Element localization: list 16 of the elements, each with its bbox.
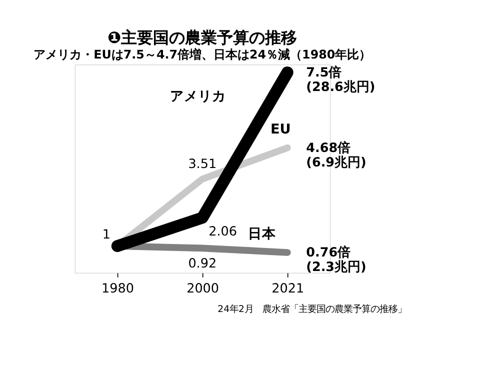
x-tick-label: 1980 <box>102 282 134 297</box>
data-label: 0.92 <box>188 256 217 272</box>
chart-subtitle: アメリカ・EUは7.5～4.7倍増、日本は24％減（1980年比） <box>34 47 372 62</box>
data-label: 7.5倍 (28.6兆円) <box>306 64 376 96</box>
text: アメリカ <box>170 88 226 105</box>
x-tick-label: 2021 <box>272 282 304 297</box>
data-label: 0.76倍 (2.3兆円) <box>306 244 366 276</box>
chart-title: ❶主要国の農業予算の推移 <box>108 28 298 48</box>
data-label: 4.68倍 (6.9兆円) <box>306 140 366 170</box>
series-label: 日本 <box>248 226 277 242</box>
data-label: 1 <box>102 227 111 242</box>
x-tick-label: 2000 <box>186 282 220 297</box>
text: 24年2月 農水省「主要国の農業予算の推移」 <box>218 304 406 315</box>
data-label: 2.06 <box>208 224 237 240</box>
series-label: EU <box>270 121 291 138</box>
data-label: 3.51 <box>188 156 217 172</box>
